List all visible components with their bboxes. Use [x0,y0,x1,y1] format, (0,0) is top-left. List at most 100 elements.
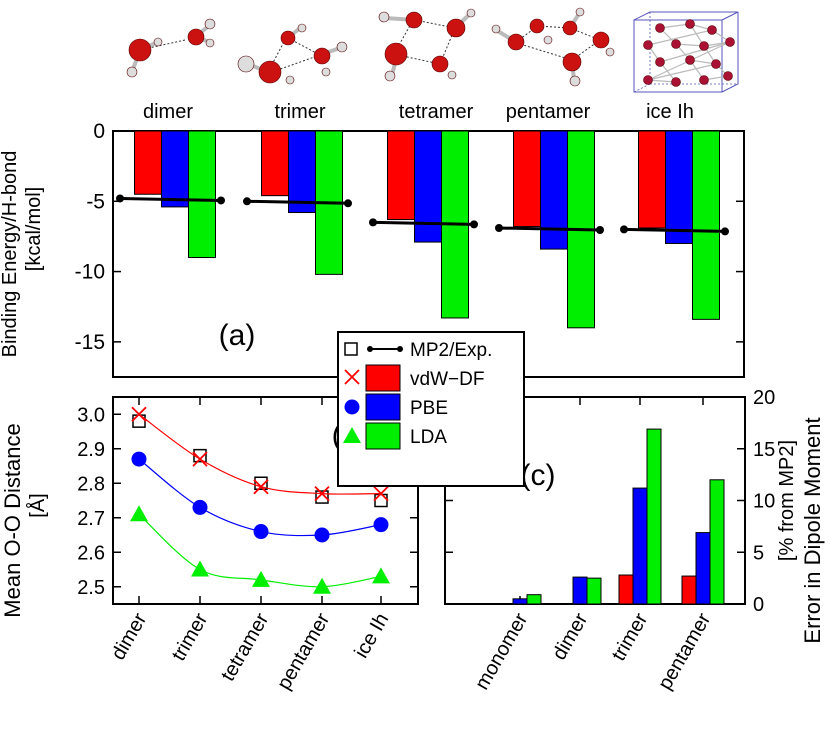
bar-0 [513,130,541,228]
hydrogen-atom [378,11,390,23]
y-tick-label: 2.6 [77,542,105,564]
reference-point [116,194,124,203]
hydrogen-atom [605,47,615,57]
x-tick-label: dimer [107,609,151,664]
unit-cell-box [633,11,739,21]
mp2-square-marker [374,493,388,508]
reference-point [243,197,251,206]
bar-1 [414,130,442,243]
y-tick-label: -10 [75,261,105,284]
x-tick-label: ice Ih [350,610,393,662]
oxygen-atom [699,41,709,51]
bar-0 [387,130,415,221]
legend-marker-x [344,369,360,385]
oxygen-atom [643,40,653,50]
legend-swatch [365,422,401,450]
legend-label: PBE [410,398,448,419]
x-tick-label: pentamer [654,609,715,693]
oxygen-atom [313,47,331,65]
oxygen-atom [699,75,709,85]
hydrogen-atom [153,37,163,47]
legend-swatch [365,393,401,421]
legend-dot [367,346,373,352]
oxygen-atom [529,18,545,34]
bar-2 [188,130,216,259]
vdw-x-marker [192,451,208,467]
reference-point [369,218,377,227]
bar-1 [512,598,528,605]
bar-1 [632,487,648,605]
molecule-illustrations [126,7,739,93]
y-axis-label: [Å] [26,493,49,517]
y-tick-label: 2.7 [77,508,105,530]
panel-a-binding-energy: 0 -5 -10 -15 Binding Energy/H-bond [kcal/mol]… [0,120,745,378]
pbe-circle-marker [314,527,330,543]
hydrogen-atom [126,66,138,78]
oxygen-atom [671,77,681,87]
bar-1 [572,576,588,605]
pbe-circle-marker [253,524,269,540]
structure-label: trimer [274,101,325,123]
oxygen-atom [723,71,733,81]
hydrogen-atom [575,7,585,17]
x-tick-label: trimer [168,609,213,665]
bar-2 [692,130,720,320]
legend-marker-square [344,342,358,356]
bar-2 [526,594,542,605]
bar-0 [681,575,697,605]
hydrogen-atom [285,75,295,85]
vdw-x-marker [131,406,147,422]
hydrogen-atom [297,23,307,33]
legend: MP2/Exp. vdW−DF PBE LDA [337,331,525,487]
y-axis-label: Binding Energy/H-bond [0,151,21,358]
hydrogen-atom [237,55,255,73]
y-axis-label: Mean O-O Distance [0,423,25,617]
y-tick-label: -15 [75,331,105,354]
x-tick-label: tetramer [217,609,273,685]
hydrogen-atom [204,18,216,30]
ice-bond [647,29,713,46]
bar-1 [161,130,189,208]
bar-0 [261,130,289,197]
bar-2 [586,577,602,605]
hydrogen-atom [205,38,215,48]
y-tick-label: 2.5 [77,577,105,599]
pbe-circle-marker [373,517,389,533]
structure-label: pentamer [506,101,591,123]
oxygen-atom [707,25,717,35]
reference-point [344,199,352,208]
mp2-square-marker [315,490,329,504]
y-tick-label: 20 [753,387,775,409]
oxygen-atom [655,23,665,33]
oxygen-atom [258,60,282,84]
hydrogen-atom [447,70,457,80]
reference-point [470,220,478,229]
x-tick-label: dimer [548,609,592,664]
lda-triangle-marker [372,567,390,584]
oxygen-atom [725,37,735,47]
reference-line [119,196,222,202]
mp2-square-marker [254,476,268,490]
reference-line [498,226,601,232]
structure-labels: dimer trimer tetramer pentamer ice Ih [143,101,694,123]
hydrogen-bond [519,43,573,61]
legend-label: vdW−DF [410,369,484,390]
reference-line [372,220,475,226]
oxygen-atom [562,20,578,36]
y-tick-label: 3.0 [77,404,105,426]
bar-1 [540,130,568,250]
bar-2 [709,479,725,605]
bar-2 [646,428,662,605]
y-tick-label: 2.9 [77,439,105,461]
reference-point [620,225,628,234]
hydrogen-atom [321,67,331,77]
y-tick-label: 15 [753,439,775,461]
hydrogen-atom [569,75,581,87]
y-axis-label: [kcal/mol] [23,187,45,271]
y-tick-label: 0 [93,120,105,143]
oxygen-atom [507,33,525,51]
hydrogen-bond [271,54,321,73]
ice-bond [659,23,691,29]
lda-triangle-marker [130,505,148,522]
oxygen-atom [655,57,665,67]
